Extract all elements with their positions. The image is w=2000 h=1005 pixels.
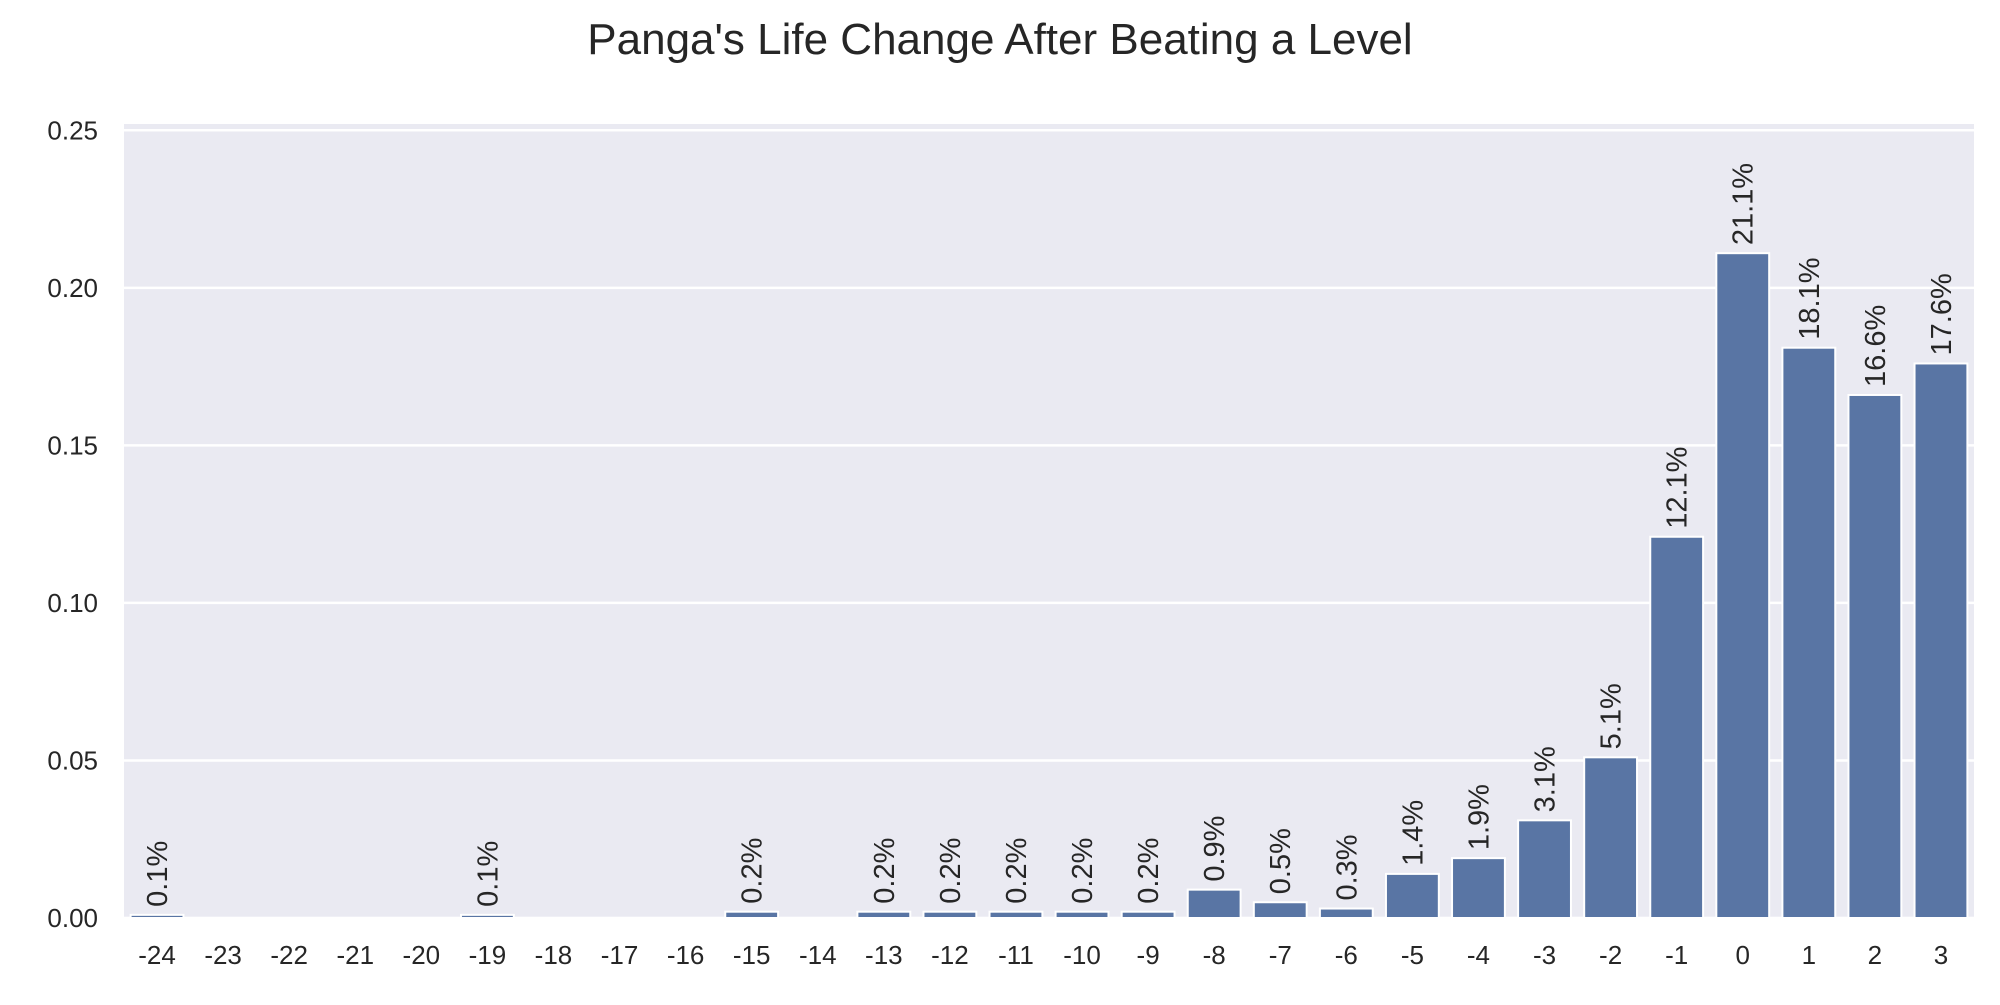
bar	[459, 913, 515, 919]
chart-title: Panga's Life Change After Beating a Leve…	[587, 15, 1412, 64]
data-label: 0.9%	[1199, 816, 1231, 882]
x-tick-label: -21	[336, 940, 374, 970]
data-label: 0.5%	[1265, 828, 1297, 894]
x-tick-label: -16	[667, 940, 705, 970]
x-tick-label: -15	[733, 940, 771, 970]
x-tick-label: -9	[1137, 940, 1160, 970]
bar	[1781, 346, 1837, 919]
bar	[922, 910, 978, 920]
data-label: 1.9%	[1463, 784, 1495, 850]
x-tick-label: 3	[1934, 940, 1948, 970]
x-tick-label: -3	[1533, 940, 1556, 970]
data-label: 17.6%	[1926, 273, 1958, 355]
data-label: 0.2%	[737, 838, 769, 904]
bar	[1847, 393, 1903, 919]
bar	[1715, 252, 1771, 919]
data-labels: 0.1% 0.1% 0.2% 0.2% 0.2% 0.2% 0.2% 0.2% 0.9% 0.5%…	[142, 163, 1958, 907]
x-tick-label: -20	[403, 940, 441, 970]
x-tick-label: -14	[799, 940, 837, 970]
bar	[1120, 910, 1176, 920]
x-tick-label: -7	[1269, 940, 1292, 970]
y-tick-label: 0.20	[47, 273, 98, 303]
bar	[129, 913, 185, 919]
data-label: 16.6%	[1860, 305, 1892, 387]
x-axis-ticks: -24 -23 -22 -21 -20 -19 -18 -17 -16 -15 -14 -13 -12-…	[138, 940, 1948, 970]
y-tick-label: 0.25	[47, 115, 98, 145]
data-label: 5.1%	[1596, 683, 1628, 749]
data-label: 0.2%	[1133, 838, 1165, 904]
bar	[1054, 910, 1110, 920]
data-label: 0.2%	[935, 838, 967, 904]
x-tick-label: -8	[1203, 940, 1226, 970]
y-tick-label: 0.05	[47, 745, 98, 775]
data-label: 0.2%	[869, 838, 901, 904]
bar	[724, 910, 780, 920]
bar	[856, 910, 912, 920]
bar	[1252, 901, 1308, 920]
x-tick-label: -12	[931, 940, 969, 970]
y-tick-label: 0.10	[47, 588, 98, 618]
x-tick-label: -4	[1467, 940, 1490, 970]
gridlines	[124, 129, 1974, 920]
x-tick-label: -13	[865, 940, 903, 970]
data-label: 21.1%	[1728, 163, 1760, 245]
y-tick-label: 0.15	[47, 430, 98, 460]
data-label: 1.4%	[1397, 800, 1429, 866]
bar	[1384, 872, 1440, 920]
x-tick-label: -19	[469, 940, 507, 970]
x-tick-label: 1	[1802, 940, 1816, 970]
x-tick-label: -6	[1335, 940, 1358, 970]
data-label: 0.2%	[1001, 838, 1033, 904]
bars	[129, 252, 1969, 920]
bar	[1451, 857, 1506, 920]
x-tick-label: -11	[998, 940, 1034, 970]
bar	[1318, 907, 1374, 919]
x-tick-label: -18	[535, 940, 573, 970]
x-tick-label: -22	[270, 940, 308, 970]
bar	[1913, 362, 1969, 919]
data-label: 0.1%	[142, 841, 174, 907]
y-axis-ticks: 0.00 0.05 0.10 0.15 0.20 0.25	[47, 115, 98, 933]
bar	[988, 910, 1044, 920]
x-tick-label: -24	[138, 940, 176, 970]
x-tick-label: -2	[1599, 940, 1622, 970]
data-label: 0.1%	[472, 841, 504, 907]
x-tick-label: -23	[204, 940, 242, 970]
data-label: 3.1%	[1530, 746, 1562, 812]
bar	[1583, 756, 1639, 919]
x-tick-label: -1	[1665, 940, 1688, 970]
x-tick-label: -17	[601, 940, 639, 970]
x-tick-label: 2	[1868, 940, 1882, 970]
x-tick-label: 0	[1736, 940, 1750, 970]
data-label: 12.1%	[1662, 447, 1694, 529]
bar	[1186, 888, 1242, 920]
data-label: 0.2%	[1067, 838, 1099, 904]
bar	[1649, 535, 1705, 919]
y-tick-label: 0.00	[47, 903, 98, 933]
data-label: 18.1%	[1794, 257, 1826, 339]
data-label: 0.3%	[1331, 834, 1363, 900]
bar	[1517, 819, 1572, 919]
x-tick-label: -5	[1401, 940, 1424, 970]
x-tick-label: -10	[1063, 940, 1101, 970]
